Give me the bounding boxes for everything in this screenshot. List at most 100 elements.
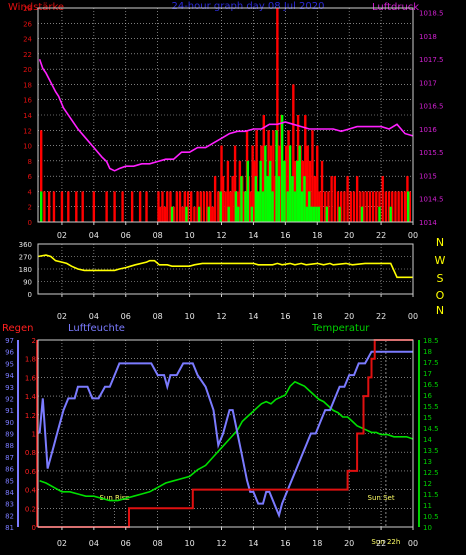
wind-bar — [262, 115, 265, 222]
pressure-y-tick: 1018 — [419, 33, 437, 41]
pressure-y-tick: 1016 — [419, 126, 437, 134]
rain-y-tick: 1.6 — [25, 374, 37, 382]
wind-bar — [221, 176, 225, 222]
wind-bar — [39, 130, 43, 222]
rain-y-tick: 0.2 — [25, 505, 36, 513]
wind-bar — [349, 191, 352, 222]
wind-bar — [178, 191, 182, 222]
rain-y-tick: 0.8 — [25, 449, 36, 457]
temperature-y-tick: 17.5 — [423, 359, 439, 367]
gust-bar — [234, 191, 238, 222]
wind-y-tick: 20 — [23, 66, 32, 74]
wind-bar — [130, 191, 134, 222]
wind-bar — [375, 191, 378, 222]
rain-y-tick: 1.2 — [25, 412, 36, 420]
x-tick-label: 00 — [408, 539, 418, 548]
rain-y-tick: 0 — [32, 524, 36, 532]
wind-bar — [397, 191, 400, 222]
x-tick-label: 04 — [89, 312, 99, 321]
rain-y-tick: 0.4 — [25, 487, 37, 495]
temperature-y-tick: 12.5 — [423, 469, 439, 477]
humidity-y-tick: 88 — [5, 442, 14, 450]
x-tick-label: 16 — [280, 231, 290, 240]
wind-y-tick: 28 — [23, 5, 32, 13]
humidity-y-tick: 94 — [5, 372, 14, 380]
rain-axis-label: Regen — [2, 323, 34, 334]
wind-bar — [169, 191, 172, 222]
wind-bar — [311, 130, 314, 222]
wind-bar — [249, 191, 252, 222]
gust-bar — [303, 176, 306, 222]
humidity-y-tick: 81 — [5, 524, 14, 532]
climate-x-ticks: 02 04 06 08 10 12 14 16 18 20 22 00 — [57, 527, 418, 548]
x-tick-label: 20 — [344, 312, 354, 321]
wind-bar — [113, 191, 116, 222]
temperature-y-tick: 18 — [423, 348, 432, 356]
wind-bar — [292, 84, 295, 222]
wind-bar — [233, 145, 237, 222]
wind-bar — [183, 191, 187, 222]
wind-bar — [394, 191, 397, 222]
humidity-y-tick: 91 — [5, 407, 14, 415]
pressure-y-tick: 1014 — [419, 219, 437, 227]
wind-bar — [205, 191, 209, 222]
direction-y-tick: 270 — [19, 254, 32, 262]
x-tick-label: 12 — [216, 539, 226, 548]
rain-line — [38, 339, 413, 528]
wind-bar — [284, 145, 288, 222]
temperature-y-tick: 11 — [423, 502, 432, 510]
x-tick-label: 22 — [376, 312, 386, 321]
rain-y-tick: 2 — [32, 337, 36, 345]
sun-annotations: Sun Rise Sun Set Sun 22h — [99, 340, 400, 546]
pressure-y-tick: 1015.5 — [419, 149, 444, 157]
x-tick-label: 12 — [216, 231, 226, 240]
wind-y-tick: 6 — [28, 173, 33, 181]
temperature-y-tick: 13.5 — [423, 447, 439, 455]
x-tick-label: 10 — [185, 312, 195, 321]
temperature-y-tick: 11.5 — [423, 491, 439, 499]
direction-x-ticks: 02 04 06 08 10 12 14 16 18 20 22 00 — [57, 294, 418, 321]
gust-bar — [378, 206, 381, 222]
gust-bar — [275, 130, 278, 222]
humidity-y-tick: 89 — [5, 431, 14, 439]
wind-bar — [272, 130, 275, 222]
wind-bar — [391, 191, 394, 222]
wind-bar — [229, 191, 232, 222]
wind-bar — [157, 191, 160, 222]
wind-y-tick: 10 — [23, 143, 32, 151]
wind-bar — [121, 191, 124, 222]
wind-bar — [384, 191, 388, 222]
wind-y-tick: 26 — [23, 20, 32, 28]
x-tick-label: 08 — [153, 539, 163, 548]
wind-y-tick: 14 — [23, 112, 32, 120]
compass-label: O — [436, 289, 445, 302]
temperature-y-tick: 12 — [423, 480, 432, 488]
wind-bar — [359, 191, 362, 222]
gust-bar — [257, 191, 260, 222]
gust-bar — [197, 206, 201, 222]
temperature-y-tick: 16 — [423, 392, 432, 400]
direction-y-tick: 360 — [19, 241, 32, 249]
gust-bar — [227, 206, 230, 222]
gust-bar — [298, 145, 301, 222]
x-tick-label: 20 — [344, 539, 354, 548]
wind-bar — [213, 176, 217, 222]
gust-bar — [207, 206, 210, 222]
rain-y-tick: 1.4 — [25, 393, 37, 401]
wind-bar — [352, 191, 356, 222]
wind-bar — [166, 191, 169, 222]
x-tick-label: 20 — [344, 231, 354, 240]
x-tick-label: 18 — [312, 231, 322, 240]
wind-bar — [52, 191, 56, 222]
humidity-y-tick: 87 — [5, 454, 14, 462]
direction-y-tick: 0 — [28, 291, 32, 299]
gust-bar — [240, 176, 243, 222]
wind-bar — [346, 176, 349, 222]
humidity-line — [38, 350, 413, 519]
temperature-y-tick: 16.5 — [423, 381, 439, 389]
x-tick-label: 02 — [57, 539, 67, 548]
humidity-y-tick: 90 — [5, 419, 14, 427]
humidity-y-tick: 85 — [5, 477, 14, 485]
gust-bar — [305, 206, 309, 222]
